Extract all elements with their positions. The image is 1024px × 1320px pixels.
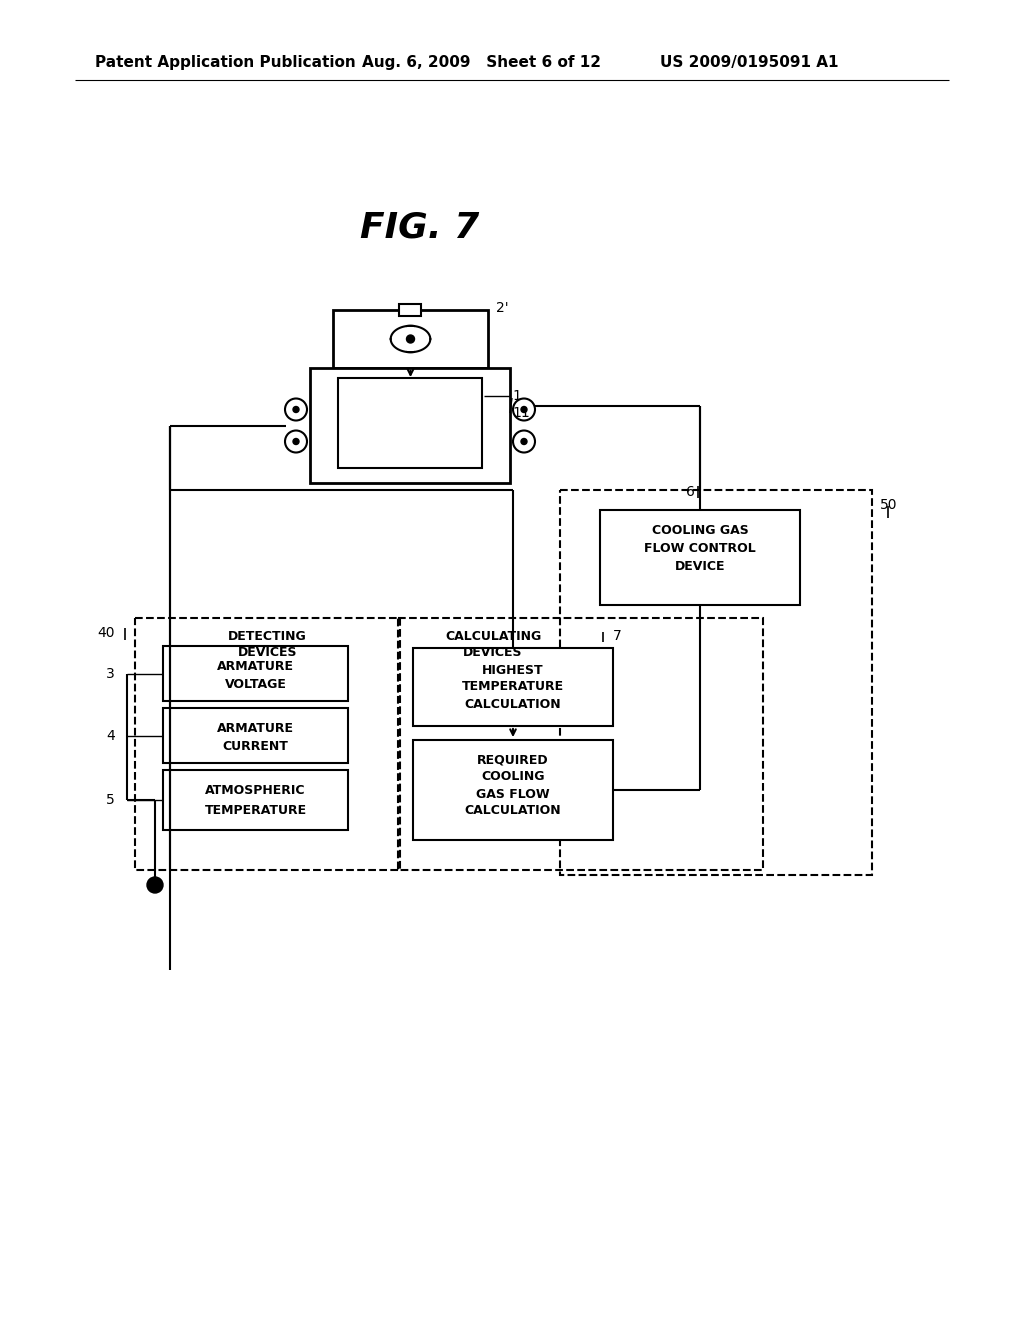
Text: DEVICES: DEVICES bbox=[463, 645, 522, 659]
Text: HIGHEST: HIGHEST bbox=[482, 664, 544, 676]
Text: 1: 1 bbox=[512, 389, 521, 403]
Circle shape bbox=[293, 438, 299, 445]
Text: DETECTING: DETECTING bbox=[228, 630, 307, 643]
Circle shape bbox=[285, 430, 307, 453]
Text: ARMATURE: ARMATURE bbox=[217, 722, 294, 734]
Circle shape bbox=[285, 399, 307, 421]
Text: Aug. 6, 2009   Sheet 6 of 12: Aug. 6, 2009 Sheet 6 of 12 bbox=[362, 54, 601, 70]
Bar bbox=[163, 708, 348, 763]
Circle shape bbox=[293, 407, 299, 412]
Bar bbox=[163, 770, 348, 830]
Circle shape bbox=[147, 876, 163, 894]
Text: COOLING: COOLING bbox=[481, 771, 545, 784]
Text: 2': 2' bbox=[496, 301, 509, 315]
Circle shape bbox=[513, 399, 535, 421]
Text: 6: 6 bbox=[685, 484, 694, 499]
Circle shape bbox=[513, 430, 535, 453]
Text: DEVICE: DEVICE bbox=[675, 560, 725, 573]
Bar bbox=[413, 648, 613, 726]
Text: TEMPERATURE: TEMPERATURE bbox=[205, 804, 306, 817]
Text: 11: 11 bbox=[512, 407, 529, 420]
Text: REQUIRED: REQUIRED bbox=[477, 754, 549, 767]
Text: 4: 4 bbox=[106, 729, 115, 742]
Text: 3: 3 bbox=[106, 667, 115, 681]
Bar bbox=[338, 378, 482, 469]
Text: 7: 7 bbox=[613, 630, 622, 643]
Text: COOLING GAS: COOLING GAS bbox=[651, 524, 749, 536]
Text: DEVICES: DEVICES bbox=[238, 645, 297, 659]
Text: TEMPERATURE: TEMPERATURE bbox=[462, 681, 564, 693]
Text: CALCULATING: CALCULATING bbox=[444, 630, 541, 643]
Text: FIG. 7: FIG. 7 bbox=[360, 211, 479, 246]
Circle shape bbox=[521, 407, 527, 412]
Text: CALCULATION: CALCULATION bbox=[465, 697, 561, 710]
Bar bbox=[310, 368, 510, 483]
Text: 40: 40 bbox=[97, 626, 115, 640]
Text: 5: 5 bbox=[106, 793, 115, 807]
Bar bbox=[560, 490, 872, 875]
Text: ARMATURE: ARMATURE bbox=[217, 660, 294, 672]
Text: FLOW CONTROL: FLOW CONTROL bbox=[644, 541, 756, 554]
Circle shape bbox=[521, 438, 527, 445]
Bar bbox=[398, 618, 763, 870]
Bar bbox=[163, 645, 348, 701]
Bar bbox=[333, 310, 488, 368]
Text: CURRENT: CURRENT bbox=[222, 739, 289, 752]
Bar bbox=[413, 741, 613, 840]
Bar bbox=[600, 510, 800, 605]
Circle shape bbox=[407, 335, 415, 343]
Text: Patent Application Publication: Patent Application Publication bbox=[95, 54, 355, 70]
Text: CALCULATION: CALCULATION bbox=[465, 804, 561, 817]
Bar bbox=[399, 304, 421, 315]
Text: GAS FLOW: GAS FLOW bbox=[476, 788, 550, 800]
Text: US 2009/0195091 A1: US 2009/0195091 A1 bbox=[660, 54, 839, 70]
Text: VOLTAGE: VOLTAGE bbox=[224, 677, 287, 690]
Text: 50: 50 bbox=[880, 498, 897, 512]
Text: ATMOSPHERIC: ATMOSPHERIC bbox=[205, 784, 306, 796]
Bar bbox=[135, 618, 400, 870]
